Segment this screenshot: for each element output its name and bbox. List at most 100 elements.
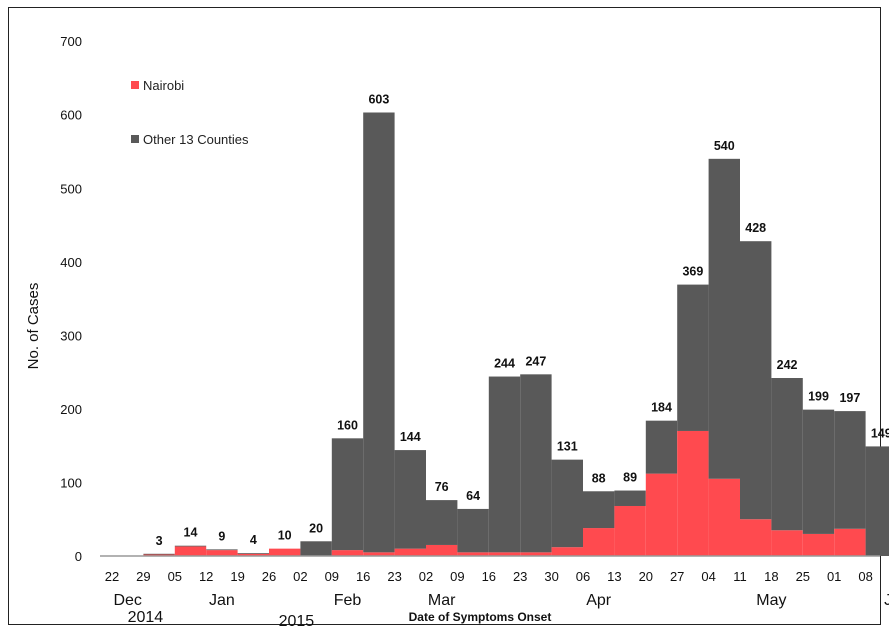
bar-nairobi	[771, 530, 803, 556]
month-label: May	[756, 592, 786, 609]
month-label: Mar	[428, 592, 456, 609]
data-label-total: 20	[309, 521, 323, 535]
month-label: Dec	[113, 592, 141, 609]
x-tick-label: 13	[607, 569, 621, 584]
x-tick-label: 08	[858, 569, 872, 584]
data-label-total: 244	[494, 357, 515, 371]
y-tick-label: 200	[60, 402, 82, 417]
bar-nairobi	[802, 533, 835, 556]
bars-group	[143, 112, 889, 556]
month-labels: Dec Jan Feb Mar Apr May Jun 2014 2015	[113, 592, 889, 628]
bar-other-counties	[488, 376, 521, 553]
bar-nairobi	[583, 528, 615, 556]
y-tick-label: 700	[60, 34, 82, 49]
bar-nairobi	[551, 547, 583, 556]
bar-other-counties	[331, 438, 364, 551]
data-label-total: 76	[435, 480, 449, 494]
bar-nairobi	[174, 546, 207, 556]
x-tick-label: 23	[387, 569, 401, 584]
x-tick-label: 02	[419, 569, 433, 584]
bar-nairobi	[206, 550, 238, 556]
x-tick-label: 18	[764, 569, 778, 584]
x-tick-label: 11	[733, 569, 747, 584]
bar-other-counties	[206, 549, 238, 551]
x-tick-label: 12	[199, 569, 213, 584]
x-tick-label: 09	[325, 569, 339, 584]
bar-nairobi	[614, 505, 646, 556]
bar-other-counties	[865, 446, 889, 556]
bar-nairobi	[269, 548, 301, 556]
data-label-total: 540	[714, 139, 735, 153]
bar-other-counties	[457, 508, 489, 553]
x-tick-label: 29	[136, 569, 150, 584]
x-tick-label: 25	[796, 569, 810, 584]
x-tick-label: 16	[482, 569, 496, 584]
x-tick-label: 01	[827, 569, 841, 584]
x-tick-labels: 22 29 05 12 19 26 02 09 16 23 02 09 16 23 30 06 13 20 27 04…	[105, 569, 873, 584]
data-label-total: 242	[777, 358, 798, 372]
y-tick-label: 400	[60, 255, 82, 270]
y-tick-label: 100	[60, 475, 82, 490]
bar-other-counties	[174, 545, 207, 547]
data-label-total: 160	[337, 418, 358, 432]
bar-other-counties	[834, 411, 866, 529]
data-label-total: 428	[745, 221, 766, 235]
y-tick-label: 500	[60, 181, 82, 196]
x-tick-label: 05	[168, 569, 182, 584]
legend-label-nairobi: Nairobi	[143, 78, 184, 93]
bar-other-counties	[237, 553, 269, 554]
bar-nairobi	[363, 552, 395, 556]
data-label-total: 14	[184, 526, 198, 540]
y-tick-label: 600	[60, 108, 82, 123]
x-tick-label: 04	[701, 569, 715, 584]
y-tick-label: 300	[60, 328, 82, 343]
data-label-total: 184	[651, 401, 672, 415]
bar-nairobi	[834, 528, 866, 556]
bar-other-counties	[740, 241, 772, 520]
data-label-total: 247	[525, 354, 546, 368]
x-tick-label: 22	[105, 569, 119, 584]
month-label: Jun	[884, 592, 889, 609]
bar-nairobi	[740, 519, 772, 556]
x-tick-label: 02	[293, 569, 307, 584]
bar-other-counties	[708, 158, 740, 479]
data-label-total: 4	[250, 533, 257, 547]
data-label-total: 131	[557, 440, 578, 454]
bar-other-counties	[143, 553, 175, 555]
data-label-total: 9	[218, 529, 225, 543]
bar-nairobi	[331, 550, 364, 556]
bar-other-counties	[551, 459, 583, 548]
bar-other-counties	[645, 420, 678, 474]
data-label-total: 199	[808, 390, 829, 404]
data-label-total: 149	[871, 426, 889, 440]
bar-nairobi	[677, 430, 709, 556]
month-label: Apr	[586, 592, 612, 609]
x-tick-label: 20	[639, 569, 653, 584]
x-tick-label: 26	[262, 569, 276, 584]
x-tick-label: 27	[670, 569, 684, 584]
data-label-total: 144	[400, 430, 421, 444]
bar-other-counties	[802, 409, 835, 534]
data-label-total: 88	[592, 471, 606, 485]
legend: Nairobi Other 13 Counties	[131, 78, 249, 147]
bar-other-counties	[426, 500, 458, 545]
bar-other-counties	[583, 491, 615, 529]
month-label: Jan	[209, 592, 235, 609]
bar-other-counties	[771, 378, 803, 531]
data-label-total: 369	[682, 265, 703, 279]
bar-other-counties	[520, 374, 552, 553]
x-tick-label: 09	[450, 569, 464, 584]
x-tick-label: 19	[230, 569, 244, 584]
month-label: Feb	[334, 592, 362, 609]
x-tick-label: 06	[576, 569, 590, 584]
bar-nairobi	[457, 552, 489, 556]
x-tick-label: 23	[513, 569, 527, 584]
data-label-total: 64	[466, 489, 480, 503]
x-tick-label: 16	[356, 569, 370, 584]
y-axis-title: No. of Cases	[25, 283, 42, 370]
bar-nairobi	[237, 553, 269, 556]
bar-other-counties	[363, 112, 395, 553]
bar-nairobi	[426, 544, 458, 556]
